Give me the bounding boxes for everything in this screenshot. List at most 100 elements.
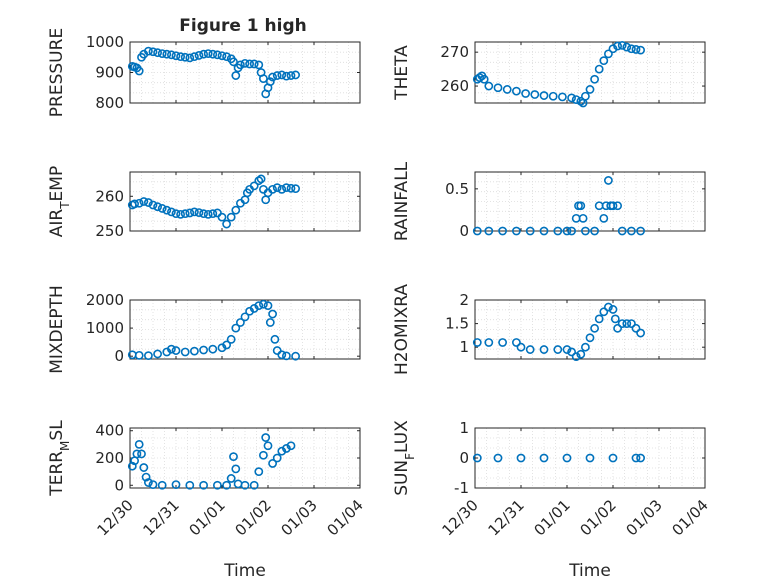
data-point: [176, 52, 185, 62]
data-point: [166, 50, 176, 60]
data-point: [484, 338, 494, 347]
data-point: [472, 226, 482, 236]
data-point: [157, 49, 167, 58]
data-point: [636, 453, 645, 463]
y-tick-label: 2000: [86, 291, 124, 309]
data-point: [148, 200, 158, 210]
data-point: [553, 226, 563, 236]
y-axis-label: MIXDEPTH: [47, 285, 67, 374]
label-part: TERR: [47, 451, 67, 497]
data-point: [180, 209, 190, 219]
data-point: [272, 71, 282, 80]
data-point: [139, 463, 149, 472]
data-point: [484, 226, 494, 236]
data-point: [203, 209, 213, 219]
y-tick-label: 2: [459, 291, 469, 309]
data-point: [512, 86, 521, 96]
x-tick-label: 01/04: [669, 496, 712, 539]
data-point: [176, 209, 185, 219]
data-point: [539, 345, 549, 354]
data-point: [277, 70, 287, 80]
y-tick-label: 0: [459, 222, 469, 240]
data-point: [134, 198, 144, 208]
data-point: [212, 50, 222, 60]
x-tick-label: 01/04: [324, 496, 367, 539]
y-axis-label: TERRMSL: [47, 420, 72, 497]
data-point: [636, 226, 645, 236]
data-point: [222, 340, 231, 350]
data-point: [525, 345, 535, 354]
data-point: [613, 323, 622, 333]
data-point: [539, 226, 549, 236]
data-point: [622, 42, 632, 52]
data-point: [268, 184, 277, 194]
data-point: [581, 226, 590, 236]
label-part: SL: [47, 420, 67, 441]
data-point: [137, 449, 146, 459]
label-part: EMP: [47, 166, 67, 202]
data-point: [272, 453, 282, 463]
subplot-7: 0 200 400 12/30 12/31 01/01 01/02 01/03 01/04 Tim…: [47, 420, 367, 581]
data-point: [231, 71, 241, 80]
data-point: [604, 176, 613, 185]
y-tick-label: 1.5: [445, 315, 469, 333]
data-point: [148, 480, 158, 489]
data-point: [212, 208, 222, 218]
data-point: [585, 85, 595, 94]
data-point: [153, 202, 162, 212]
data-point: [217, 51, 227, 61]
data-point: [608, 201, 618, 211]
data-point: [134, 350, 144, 360]
data-point: [254, 176, 264, 186]
y-tick-label: 260: [440, 77, 469, 95]
label-subscript: M: [58, 441, 72, 451]
data-point: [539, 453, 549, 463]
y-axis-label: THETA: [392, 45, 412, 101]
label-part: LUX: [392, 420, 412, 453]
data-point: [249, 59, 259, 69]
data-point: [291, 351, 300, 361]
y-axis-label: AIRTEMP: [47, 166, 72, 237]
data-point: [166, 344, 176, 354]
data-point: [594, 314, 604, 324]
data-point: [548, 91, 558, 101]
data-point: [249, 480, 259, 490]
data-point: [148, 47, 158, 57]
data-point: [617, 40, 627, 50]
x-tick-label: 12/31: [485, 496, 528, 539]
data-point: [231, 205, 241, 215]
subplot-2: 260 270 THETA: [392, 40, 706, 108]
data-point: [498, 226, 507, 236]
data-point: [194, 51, 204, 60]
data-point: [567, 226, 576, 236]
label-part: SUN: [392, 460, 412, 496]
data-point: [139, 197, 149, 206]
data-point: [622, 319, 632, 328]
data-point: [281, 351, 291, 361]
data-point: [130, 199, 139, 209]
data-point: [143, 351, 153, 361]
data-point: [530, 90, 540, 99]
x-tick-label: 01/03: [278, 496, 321, 539]
data-point: [472, 453, 482, 463]
data-point: [484, 81, 494, 91]
data-point: [539, 91, 549, 100]
data-point: [226, 474, 236, 483]
data-point: [525, 226, 535, 236]
data-point: [585, 453, 595, 463]
y-tick-label: 1: [459, 419, 469, 437]
data-point: [143, 478, 153, 487]
data-point: [258, 450, 268, 460]
subplot-6: 1 1.5 2 H2OMIXRA: [392, 284, 706, 375]
data-point: [222, 219, 231, 229]
data-point: [571, 352, 581, 362]
y-tick-label: 800: [95, 94, 124, 112]
data-point: [171, 346, 181, 355]
x-tick-label: 01/02: [577, 496, 620, 539]
data-point: [502, 85, 512, 94]
data-point: [567, 93, 576, 103]
data-point: [208, 344, 218, 354]
data-point: [498, 338, 507, 347]
